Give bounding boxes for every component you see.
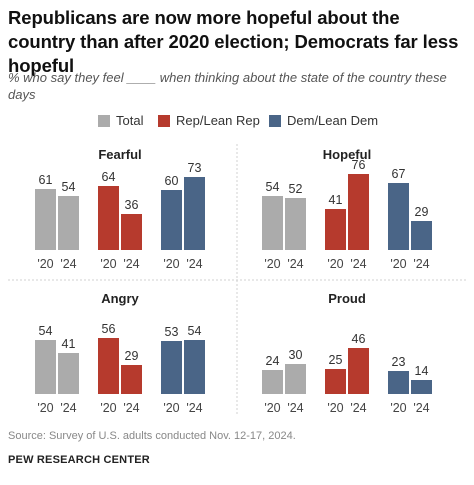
bar-total-1	[285, 198, 306, 250]
tick-label: '24	[350, 401, 366, 415]
bar-dem-lean-dem-0	[388, 183, 409, 250]
bar-rep-lean-rep-1	[348, 348, 369, 394]
bar-dem-lean-dem-1	[411, 380, 432, 394]
data-label: 76	[352, 158, 366, 172]
panel-title: Angry	[101, 291, 139, 306]
bar-rep-lean-rep-0	[325, 209, 346, 250]
data-label: 25	[329, 353, 343, 367]
panel-angry: Angry 54 '20 41 '24 56 '20 29 '24 53 '20 54 '24	[35, 291, 205, 415]
data-label: 54	[266, 180, 280, 194]
data-label: 67	[392, 167, 406, 181]
data-label: 54	[39, 324, 53, 338]
data-label: 24	[266, 354, 280, 368]
bar-rep-lean-rep-1	[348, 174, 369, 250]
legend-item-dem: Dem/Lean Dem	[269, 113, 378, 128]
tick-label: '20	[37, 257, 53, 271]
legend-swatch-dem	[269, 114, 281, 127]
tick-label: '24	[60, 257, 76, 271]
data-label: 29	[415, 205, 429, 219]
bar-dem-lean-dem-0	[388, 371, 409, 394]
legend-swatch-rep	[158, 114, 170, 127]
data-label: 30	[289, 348, 303, 362]
bar-total-0	[262, 370, 283, 394]
tick-label: '20	[327, 401, 343, 415]
legend-swatch-total	[98, 114, 110, 127]
tick-label: '20	[264, 401, 280, 415]
tick-label: '24	[413, 257, 429, 271]
tick-label: '20	[327, 257, 343, 271]
data-label: 14	[415, 364, 429, 378]
bar-rep-lean-rep-0	[98, 186, 119, 250]
tick-label: '24	[287, 401, 303, 415]
data-label: 46	[352, 332, 366, 346]
bar-dem-lean-dem-1	[411, 221, 432, 250]
tick-label: '24	[186, 401, 202, 415]
data-label: 54	[188, 324, 202, 338]
tick-label: '24	[123, 401, 139, 415]
legend-item-rep: Rep/Lean Rep	[158, 113, 260, 128]
tick-label: '20	[390, 401, 406, 415]
tick-label: '20	[390, 257, 406, 271]
tick-label: '24	[123, 257, 139, 271]
legend-item-total: Total	[98, 113, 143, 128]
data-label: 36	[125, 198, 139, 212]
panel-title: Fearful	[98, 147, 141, 162]
tick-label: '20	[37, 401, 53, 415]
tick-label: '20	[163, 257, 179, 271]
tick-label: '24	[413, 401, 429, 415]
bar-total-1	[285, 364, 306, 394]
tick-label: '24	[350, 257, 366, 271]
bar-total-0	[262, 196, 283, 250]
tick-label: '20	[100, 401, 116, 415]
panel-proud: Proud 24 '20 30 '24 25 '20 46 '24 23 '20 14 '24	[262, 291, 432, 415]
data-label: 73	[188, 161, 202, 175]
data-label: 41	[62, 337, 76, 351]
tick-label: '24	[186, 257, 202, 271]
panel-title: Hopeful	[323, 147, 371, 162]
bar-rep-lean-rep-0	[325, 369, 346, 394]
legend-label-total: Total	[116, 113, 144, 128]
data-label: 56	[102, 322, 116, 336]
tick-label: '24	[287, 257, 303, 271]
bar-dem-lean-dem-1	[184, 340, 205, 394]
bar-dem-lean-dem-0	[161, 341, 182, 394]
panel-fearful: Fearful 61 '20 54 '24 64 '20 36 '24 60 '20 73 '24	[35, 147, 205, 271]
tick-label: '20	[163, 401, 179, 415]
bar-total-0	[35, 189, 56, 250]
chart-title: Republicans are now more hopeful about t…	[8, 7, 459, 76]
data-label: 53	[165, 325, 179, 339]
tick-label: '20	[264, 257, 280, 271]
panel-hopeful: Hopeful 54 '20 52 '24 41 '20 76 '24 67 '20 29 '24	[262, 147, 432, 271]
bar-total-1	[58, 196, 79, 250]
bar-dem-lean-dem-0	[161, 190, 182, 250]
tick-label: '20	[100, 257, 116, 271]
bar-rep-lean-rep-1	[121, 365, 142, 394]
legend: Total Rep/Lean Rep Dem/Lean Dem	[0, 113, 474, 129]
tick-label: '24	[60, 401, 76, 415]
legend-label-dem: Dem/Lean Dem	[287, 113, 379, 128]
data-label: 54	[62, 180, 76, 194]
data-label: 52	[289, 182, 303, 196]
bar-dem-lean-dem-1	[184, 177, 205, 250]
panel-title: Proud	[328, 291, 366, 306]
bar-total-0	[35, 340, 56, 394]
source-note: Source: Survey of U.S. adults conducted …	[8, 430, 296, 442]
data-label: 64	[102, 170, 116, 184]
bar-rep-lean-rep-0	[98, 338, 119, 394]
chart-subtitle: % who say they feel ____ when thinking a…	[8, 70, 447, 102]
data-label: 41	[329, 193, 343, 207]
legend-label-rep: Rep/Lean Rep	[176, 113, 260, 128]
data-label: 60	[165, 174, 179, 188]
bar-rep-lean-rep-1	[121, 214, 142, 250]
brand-name: PEW RESEARCH CENTER	[8, 454, 150, 466]
data-label: 61	[39, 173, 53, 187]
data-label: 23	[392, 355, 406, 369]
bar-total-1	[58, 353, 79, 394]
data-label: 29	[125, 349, 139, 363]
